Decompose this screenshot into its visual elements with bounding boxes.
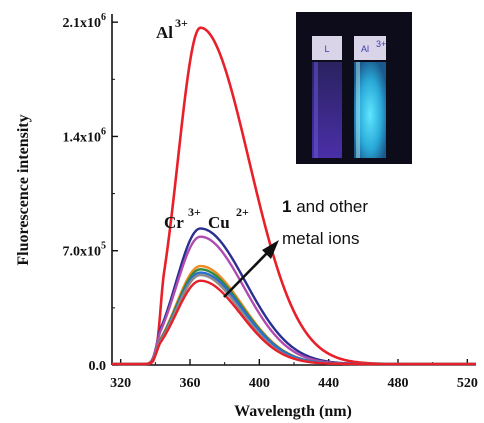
y-tick-mantissa: 0.0 [89, 359, 107, 374]
y-tick-mantissa: 2.1x10 [63, 16, 102, 31]
y-tick-label: 7.0x105 [63, 241, 107, 260]
annotation-cu-base: Cu [208, 213, 230, 232]
annotation-others-bold: 1 [282, 197, 291, 216]
annotation-others: 1 and other metal ions [282, 197, 368, 248]
annotation-arrow [223, 240, 279, 298]
y-tick-exponent: 6 [101, 126, 106, 137]
vial-left-label: L [324, 44, 329, 54]
x-ticks: 320 360 400 440 480 520 [110, 359, 478, 391]
y-tick-label: 1.4x106 [63, 126, 107, 145]
x-tick-label: 320 [110, 376, 131, 391]
x-tick-label: 400 [249, 376, 270, 391]
annotation-others-text: and other [291, 197, 368, 216]
vial-right-sup: 3+ [376, 39, 386, 49]
x-tick-label: 520 [457, 376, 478, 391]
x-tick-label: 360 [180, 376, 201, 391]
vial-right-cap [354, 36, 386, 60]
annotation-others-line1: 1 and other [282, 197, 368, 216]
annotation-cu: Cu 2+ [208, 205, 249, 232]
annotation-cr: Cr 3+ [164, 205, 201, 232]
series-lines [111, 26, 477, 366]
y-tick-exponent: 5 [101, 241, 106, 252]
vial-left-cap [312, 36, 342, 60]
annotation-al-sup: 3+ [175, 16, 188, 30]
y-tick-label: 2.1x106 [63, 12, 107, 31]
annotation-cu-sup: 2+ [236, 205, 249, 219]
x-tick-label: 480 [388, 376, 409, 391]
vial-right-body [354, 62, 386, 158]
y-tick-mantissa: 1.4x10 [63, 130, 102, 145]
annotation-others-line2: metal ions [282, 229, 359, 248]
inset-photo: L Al 3+ [296, 12, 412, 164]
annotation-al: Al 3+ [156, 16, 188, 42]
y-tick-exponent: 6 [101, 12, 106, 23]
y-tick-mantissa: 7.0x10 [63, 245, 102, 260]
annotation-al-base: Al [156, 23, 173, 42]
x-tick-label: 440 [318, 376, 339, 391]
annotation-cr-base: Cr [164, 213, 184, 232]
x-axis-title: Wavelength (nm) [234, 403, 352, 420]
annotation-cr-sup: 3+ [188, 205, 201, 219]
series-line-7 [111, 279, 477, 366]
y-tick-label: 0.0 [89, 359, 107, 374]
y-axis-title: Fluorescence intensity [15, 114, 32, 265]
vial-right-label: Al [361, 44, 369, 54]
